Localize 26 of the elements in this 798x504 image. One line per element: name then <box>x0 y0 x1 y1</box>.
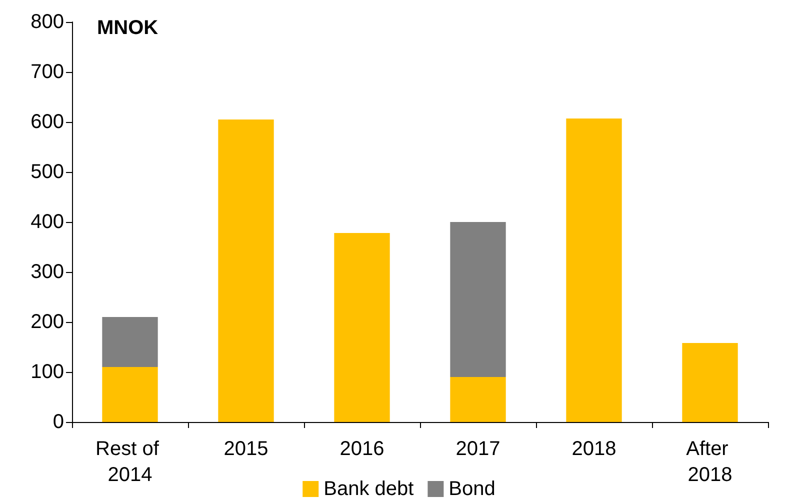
y-tick-label: 100 <box>30 361 64 383</box>
bar <box>218 120 274 422</box>
bar <box>102 317 158 367</box>
x-tick-label: After 2018 <box>686 438 734 486</box>
bar <box>334 233 390 422</box>
y-tick-label: 300 <box>30 261 64 283</box>
bar <box>682 343 738 422</box>
x-tick-label: 2018 <box>572 438 616 460</box>
bar <box>566 118 622 422</box>
y-tick-label: 400 <box>30 211 64 233</box>
y-axis-title: MNOK <box>97 17 159 39</box>
bar <box>450 377 506 422</box>
x-tick-label: 2017 <box>456 438 500 460</box>
x-tick-label: Rest of 2014 <box>96 438 164 486</box>
y-tick-label: 800 <box>30 11 64 33</box>
x-tick-label: 2015 <box>224 438 268 460</box>
legend-label: Bank debt <box>324 478 414 500</box>
legend-label: Bond <box>448 478 496 500</box>
y-tick-label: 0 <box>52 411 64 433</box>
y-tick-label: 600 <box>30 111 64 133</box>
y-tick-label: 200 <box>30 311 64 333</box>
y-tick-label: 700 <box>30 61 64 83</box>
y-tick-label: 500 <box>30 161 64 183</box>
bar <box>102 367 158 422</box>
bar <box>450 222 506 377</box>
x-tick-label: 2016 <box>340 438 384 460</box>
